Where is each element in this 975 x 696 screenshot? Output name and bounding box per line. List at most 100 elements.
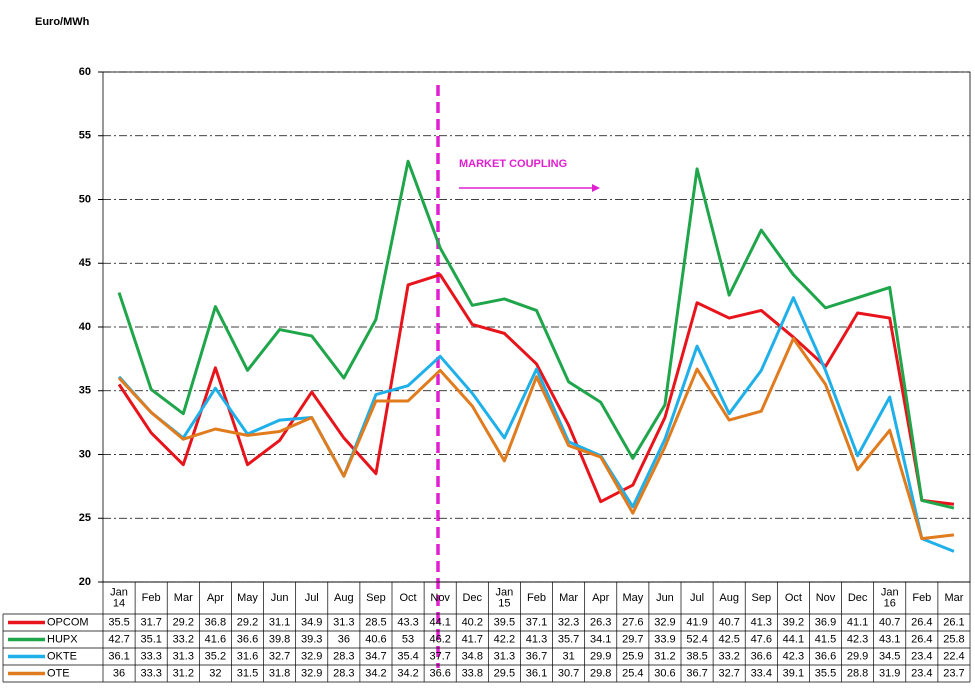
table-value: 36.6 (237, 633, 258, 645)
table-value: 42.5 (718, 633, 739, 645)
table-value: 42.3 (783, 650, 804, 662)
table-value: 42.3 (847, 633, 868, 645)
table-value: 29.9 (590, 650, 611, 662)
table-value: 33.2 (718, 650, 739, 662)
table-value: 34.2 (397, 667, 418, 679)
table-value: 29.2 (173, 616, 194, 628)
table-value: 26.1 (943, 616, 964, 628)
x-tick-label: Apr (592, 592, 609, 604)
table-value: 30.6 (654, 667, 675, 679)
table-value: 29.7 (622, 633, 643, 645)
table-value: 31 (562, 650, 574, 662)
table-value: 36 (338, 633, 350, 645)
x-tick-label: May (622, 592, 643, 604)
legend-label: OTE (47, 667, 70, 679)
table-value: 31.9 (879, 667, 900, 679)
table-value: 35.5 (108, 616, 129, 628)
table-value: 28.3 (333, 650, 354, 662)
x-tick-label: Dec (462, 592, 482, 604)
x-tick-label: Aug (719, 592, 739, 604)
x-tick-label: Mar (559, 592, 578, 604)
table-value: 35.1 (140, 633, 161, 645)
table-value: 36.9 (815, 616, 836, 628)
x-tick-label: Apr (207, 592, 224, 604)
y-tick-label: 35 (79, 385, 91, 397)
series-line (117, 296, 955, 553)
table-value: 41.5 (815, 633, 836, 645)
legend-label: HUPX (47, 633, 78, 645)
table-value: 37.1 (526, 616, 547, 628)
y-tick-label: 25 (79, 512, 91, 524)
table-value: 31.5 (237, 667, 258, 679)
table-value: 44.1 (783, 633, 804, 645)
table-value: 35.2 (205, 650, 226, 662)
table-value: 29.2 (237, 616, 258, 628)
y-tick-label: 50 (79, 193, 91, 205)
table-value: 40.7 (879, 616, 900, 628)
table-value: 36.6 (815, 650, 836, 662)
table-value: 36 (113, 667, 125, 679)
table-value: 32.9 (654, 616, 675, 628)
table-value: 33.3 (140, 650, 161, 662)
x-tick-label: Jul (305, 592, 319, 604)
table-value: 36.1 (108, 650, 129, 662)
table-value: 31.7 (140, 616, 161, 628)
table-value: 42.7 (108, 633, 129, 645)
table-value: 26.3 (590, 616, 611, 628)
table-value: 38.5 (686, 650, 707, 662)
table-value: 22.4 (943, 650, 964, 662)
table-value: 44.1 (429, 616, 450, 628)
table-value: 36.7 (686, 667, 707, 679)
x-tick-label: Feb (142, 592, 161, 604)
table-value: 41.6 (205, 633, 226, 645)
x-tick-label: Jul (690, 592, 704, 604)
y-tick-label: 45 (79, 257, 91, 269)
table-value: 43.1 (879, 633, 900, 645)
table-value: 36.6 (429, 667, 450, 679)
table-value: 25.8 (943, 633, 964, 645)
y-tick-label: 30 (79, 448, 91, 460)
table-value: 41.3 (751, 616, 772, 628)
table-value: 43.3 (397, 616, 418, 628)
table-value: 52.4 (686, 633, 707, 645)
y-axis-label: Euro/MWh (35, 16, 90, 28)
table-value: 34.9 (301, 616, 322, 628)
table-value: 39.3 (301, 633, 322, 645)
table-value: 32.9 (301, 650, 322, 662)
table-value: 33.3 (140, 667, 161, 679)
table-value: 33.2 (173, 633, 194, 645)
table-value: 31.3 (173, 650, 194, 662)
annotation: MARKET COUPLING (459, 158, 567, 170)
table-value: 42.2 (494, 633, 515, 645)
table-value: 40.6 (365, 633, 386, 645)
table-value: 37.7 (429, 650, 450, 662)
table-value: 41.7 (462, 633, 483, 645)
table-value: 28.3 (333, 667, 354, 679)
table-value: 31.8 (269, 667, 290, 679)
series-line (117, 159, 955, 510)
table-value: 31.2 (654, 650, 675, 662)
table-value: 28.5 (365, 616, 386, 628)
x-tick-label: Feb (912, 592, 931, 604)
table-value: 31.6 (237, 650, 258, 662)
table-value: 40.2 (462, 616, 483, 628)
series-line (117, 336, 955, 541)
table-value: 25.4 (622, 667, 643, 679)
table-value: 40.7 (718, 616, 739, 628)
x-tick-label: Oct (785, 592, 802, 604)
y-tick-label: 40 (79, 321, 91, 333)
table-value: 29.9 (847, 650, 868, 662)
x-tick-label: Jun (271, 592, 289, 604)
x-tick-label: Jun (656, 592, 674, 604)
table-value: 26.4 (911, 633, 932, 645)
table-value: 31.3 (333, 616, 354, 628)
table-value: 28.8 (847, 667, 868, 679)
series-line (117, 273, 955, 506)
table-value: 39.8 (269, 633, 290, 645)
y-tick-label: 60 (79, 66, 91, 78)
table-value: 36.7 (526, 650, 547, 662)
table-value: 23.4 (911, 650, 932, 662)
x-tick-label: Sep (366, 592, 386, 604)
table-value: 29.5 (494, 667, 515, 679)
table-value: 46.2 (429, 633, 450, 645)
